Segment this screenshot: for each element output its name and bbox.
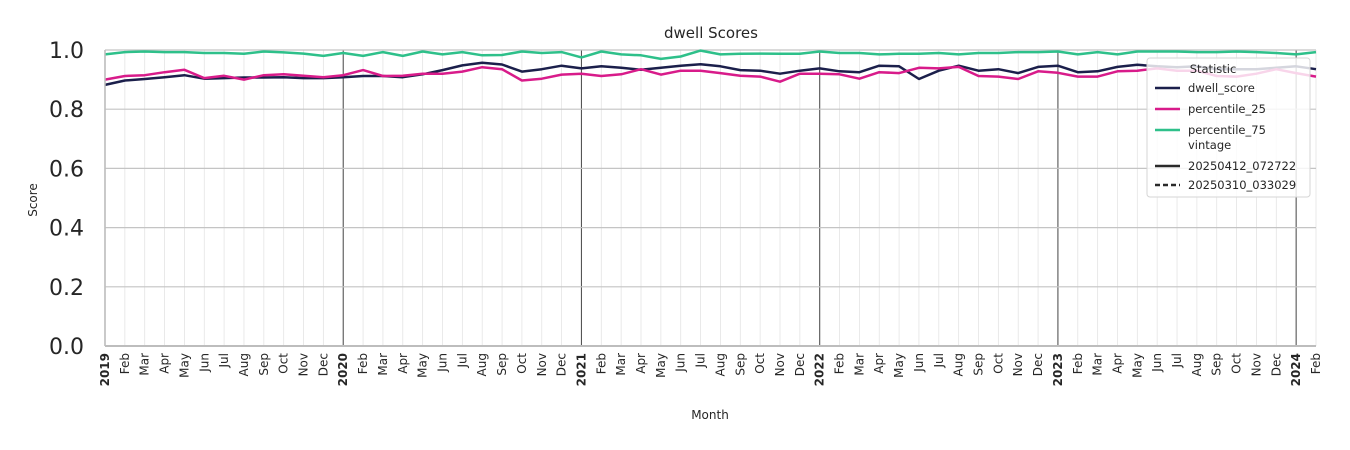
- x-tick-label: Oct: [1230, 353, 1244, 374]
- chart-title: dwell Scores: [664, 24, 758, 42]
- x-axis-label: Month: [691, 408, 729, 422]
- x-tick-label: Mar: [138, 353, 152, 376]
- x-tick-label: Apr: [158, 353, 172, 374]
- x-tick-label: Feb: [1309, 353, 1323, 374]
- series-line-dwell_score: [104, 61, 1317, 87]
- x-tick-label: Jun: [197, 353, 211, 373]
- x-tick-label: Sep: [733, 353, 747, 376]
- legend-title: Statistic: [1190, 62, 1237, 76]
- x-tick-label: Dec: [1269, 353, 1283, 376]
- x-tick-label: Oct: [277, 353, 291, 374]
- legend-vintage-title: vintage: [1188, 138, 1231, 152]
- x-tick-label: Jun: [674, 353, 688, 373]
- x-tick-label: Oct: [753, 353, 767, 374]
- x-tick-label: Jun: [435, 353, 449, 373]
- x-tick-label: Feb: [1071, 353, 1085, 374]
- y-tick-label: 0.0: [49, 335, 84, 360]
- series-lines: [104, 49, 1317, 87]
- x-tick-label: May: [892, 353, 906, 378]
- x-tick-label: Dec: [1031, 353, 1045, 376]
- x-tick-label: Sep: [495, 353, 509, 376]
- legend-box: [1146, 57, 1311, 198]
- x-tick-label: Nov: [297, 353, 311, 376]
- x-tick-label: Jul: [1170, 353, 1184, 368]
- x-tick-label: Feb: [594, 353, 608, 374]
- x-tick-label: Mar: [614, 353, 628, 376]
- x-tick-label: Feb: [833, 353, 847, 374]
- x-tick-label: Oct: [515, 353, 529, 374]
- x-tick-label: Mar: [852, 353, 866, 376]
- x-tick-label: Apr: [1110, 353, 1124, 374]
- x-tick-label: 2020: [336, 353, 350, 386]
- x-tick-label: Nov: [773, 353, 787, 376]
- x-tick-label: Jul: [217, 353, 231, 368]
- axes: 0.0 0.2 0.4 0.6 0.8 1.0 2019 Feb Mar Apr May Jun Jul…: [49, 39, 1323, 386]
- legend-label: percentile_75: [1188, 123, 1266, 137]
- x-tick-label: Dec: [555, 353, 569, 376]
- x-tick-label: 2019: [98, 353, 112, 386]
- legend-label: dwell_score: [1188, 81, 1255, 95]
- x-tick-label: 2022: [813, 353, 827, 386]
- y-tick-label: 1.0: [49, 39, 84, 64]
- x-tick-label: Jul: [455, 353, 469, 368]
- y-axis-label: Score: [26, 183, 40, 217]
- legend-vintage-label: 20250412_072722: [1188, 159, 1296, 173]
- grid: [104, 49, 1317, 347]
- x-tick-label: May: [654, 353, 668, 378]
- series-line-percentile_25: [104, 65, 1317, 83]
- legend-label: percentile_25: [1188, 102, 1266, 116]
- y-tick-label: 0.6: [49, 157, 84, 182]
- x-tick-label: Apr: [634, 353, 648, 374]
- x-tick-label: Sep: [257, 353, 271, 376]
- y-tick-label: 0.4: [49, 217, 84, 242]
- x-tick-label: Aug: [713, 353, 727, 376]
- x-tick-label: Jul: [932, 353, 946, 368]
- x-tick-label: Sep: [972, 353, 986, 376]
- x-tick-label: Dec: [316, 353, 330, 376]
- y-tick-label: 0.2: [49, 276, 84, 301]
- x-tick-label: Apr: [396, 353, 410, 374]
- x-tick-label: Dec: [793, 353, 807, 376]
- x-tick-label: Mar: [376, 353, 390, 376]
- legend: Statistic dwell_score percentile_25percen…: [1146, 57, 1311, 198]
- x-tick-label: Nov: [1011, 353, 1025, 376]
- x-tick-label: May: [416, 353, 430, 378]
- x-tick-label: Mar: [1091, 353, 1105, 376]
- x-tick-label: Jun: [1150, 353, 1164, 373]
- x-tick-label: May: [177, 353, 191, 378]
- x-tick-label: Oct: [991, 353, 1005, 374]
- x-tick-label: May: [1130, 353, 1144, 378]
- x-tick-label: Feb: [118, 353, 132, 374]
- y-tick-label: 0.8: [49, 98, 84, 123]
- series-line-percentile_75: [104, 49, 1317, 61]
- legend-vintage-label: 20250310_033029: [1188, 178, 1296, 192]
- x-tick-label: Apr: [872, 353, 886, 374]
- x-tick-label: 2023: [1051, 353, 1065, 386]
- x-tick-label: Sep: [1210, 353, 1224, 376]
- x-tick-label: Aug: [475, 353, 489, 376]
- x-tick-label: Jun: [912, 353, 926, 373]
- x-tick-label: 2024: [1289, 353, 1303, 386]
- x-tick-label: Aug: [1190, 353, 1204, 376]
- x-tick-label: Aug: [237, 353, 251, 376]
- x-tick-label: Aug: [952, 353, 966, 376]
- x-tick-label: 2021: [574, 353, 588, 386]
- x-tick-label: Nov: [1249, 353, 1263, 376]
- x-tick-label: Jul: [694, 353, 708, 368]
- x-tick-label: Nov: [535, 353, 549, 376]
- x-tick-label: Feb: [356, 353, 370, 374]
